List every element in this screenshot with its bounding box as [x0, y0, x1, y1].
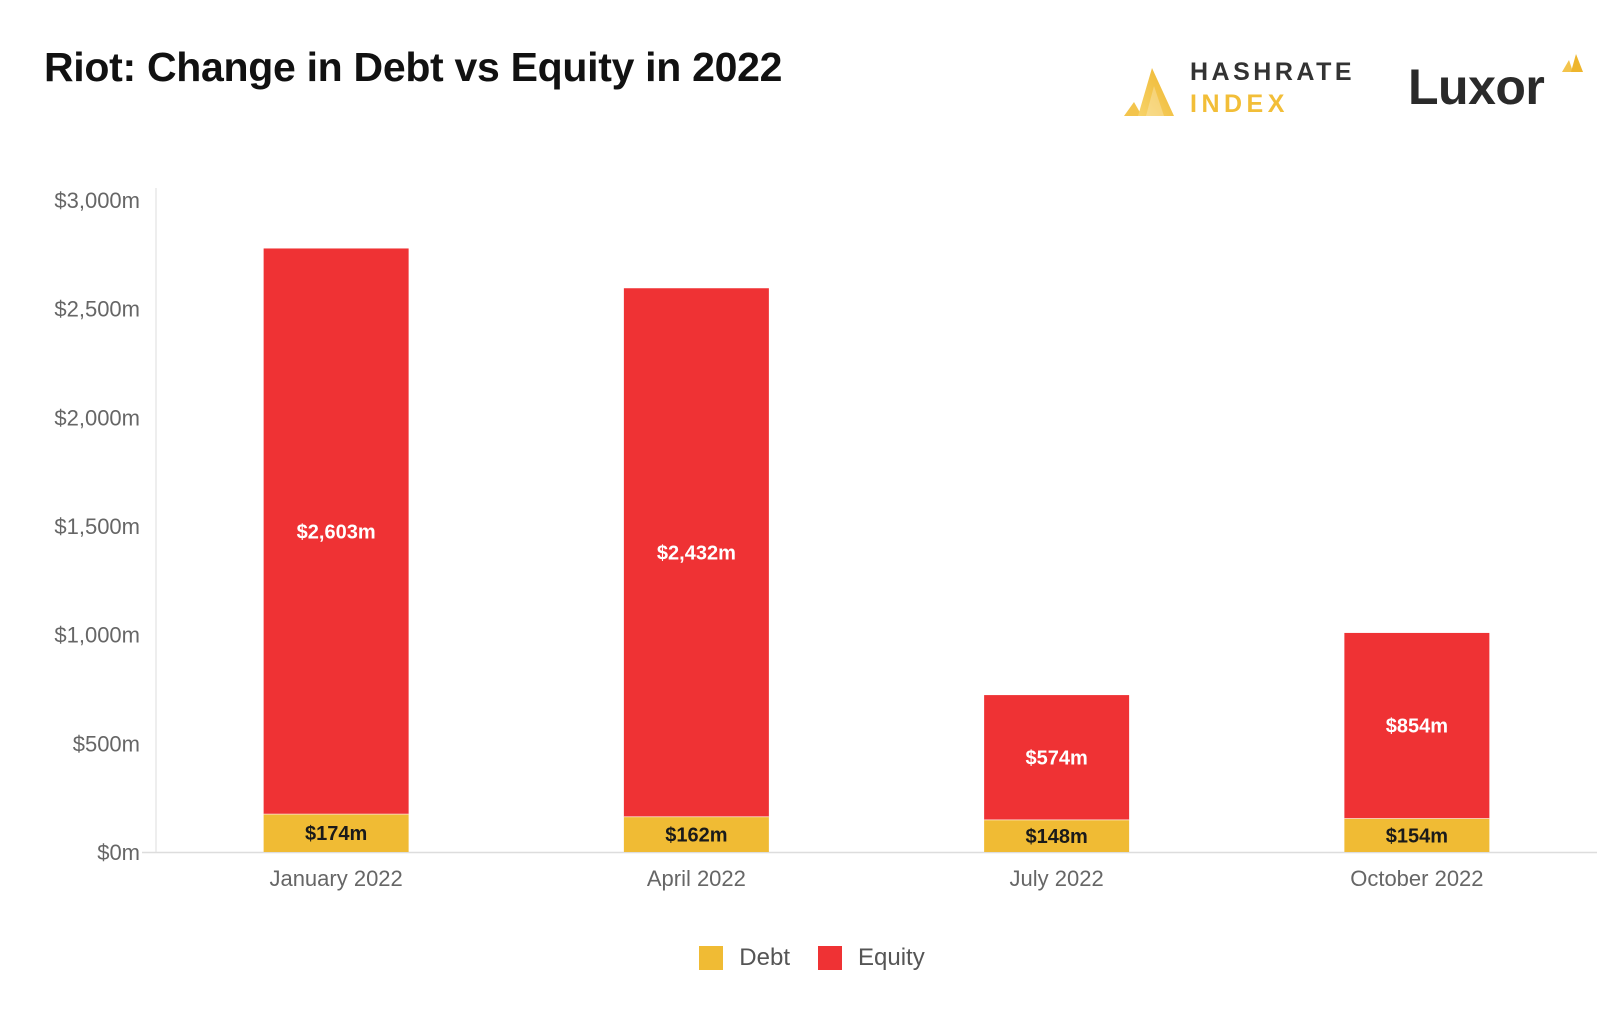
data-label-equity: $574m [1025, 747, 1087, 769]
legend-swatch-debt [699, 946, 724, 970]
legend-swatch-equity [818, 946, 842, 970]
index-wordmark: INDEX [1190, 90, 1289, 118]
y-tick-label: $3,000m [54, 188, 140, 213]
x-tick-label: April 2022 [647, 866, 746, 891]
chart-title: Riot: Change in Debt vs Equity in 2022 [44, 44, 783, 90]
bar-equity [623, 288, 769, 817]
legend-label-equity: Equity [858, 944, 925, 971]
bar-debt [623, 816, 769, 852]
luxor-logo-icon [1562, 54, 1583, 72]
y-tick-label: $1,500m [54, 514, 140, 539]
data-label-debt: $174m [305, 823, 367, 845]
y-tick-label: $500m [73, 731, 140, 756]
bar-equity [263, 248, 409, 815]
y-tick-label: $1,000m [54, 623, 140, 648]
y-tick-label: $0m [97, 840, 140, 865]
hashrate-wordmark: HASHRATE [1190, 58, 1356, 86]
legend-label-debt: Debt [739, 944, 790, 971]
data-label-debt: $148m [1025, 826, 1087, 848]
luxor-logo: Luxor [1408, 52, 1588, 118]
x-tick-label: July 2022 [1010, 866, 1104, 891]
chart-legend: Debt Equity [0, 944, 1624, 972]
hashrate-index-logo: HASHRATE INDEX [1116, 56, 1356, 122]
bar-equity [984, 695, 1130, 820]
data-label-equity: $2,603m [297, 521, 376, 543]
x-tick-label: January 2022 [269, 866, 402, 891]
bar-debt [263, 814, 409, 852]
y-tick-label: $2,500m [54, 297, 140, 322]
legend-item-equity[interactable]: Equity [818, 944, 925, 972]
data-label-debt: $154m [1386, 825, 1448, 847]
data-label-equity: $854m [1386, 716, 1448, 738]
y-tick-label: $2,000m [54, 405, 140, 430]
luxor-wordmark: Luxor [1408, 59, 1545, 115]
bar-equity [1344, 632, 1490, 819]
data-label-equity: $2,432m [657, 543, 736, 565]
bar-debt [984, 819, 1130, 852]
legend-item-debt[interactable]: Debt [699, 944, 790, 972]
data-label-debt: $162m [665, 824, 727, 846]
bar-debt [1344, 818, 1490, 852]
hashrate-index-logo-icon [1124, 68, 1174, 116]
x-tick-label: October 2022 [1350, 866, 1483, 891]
